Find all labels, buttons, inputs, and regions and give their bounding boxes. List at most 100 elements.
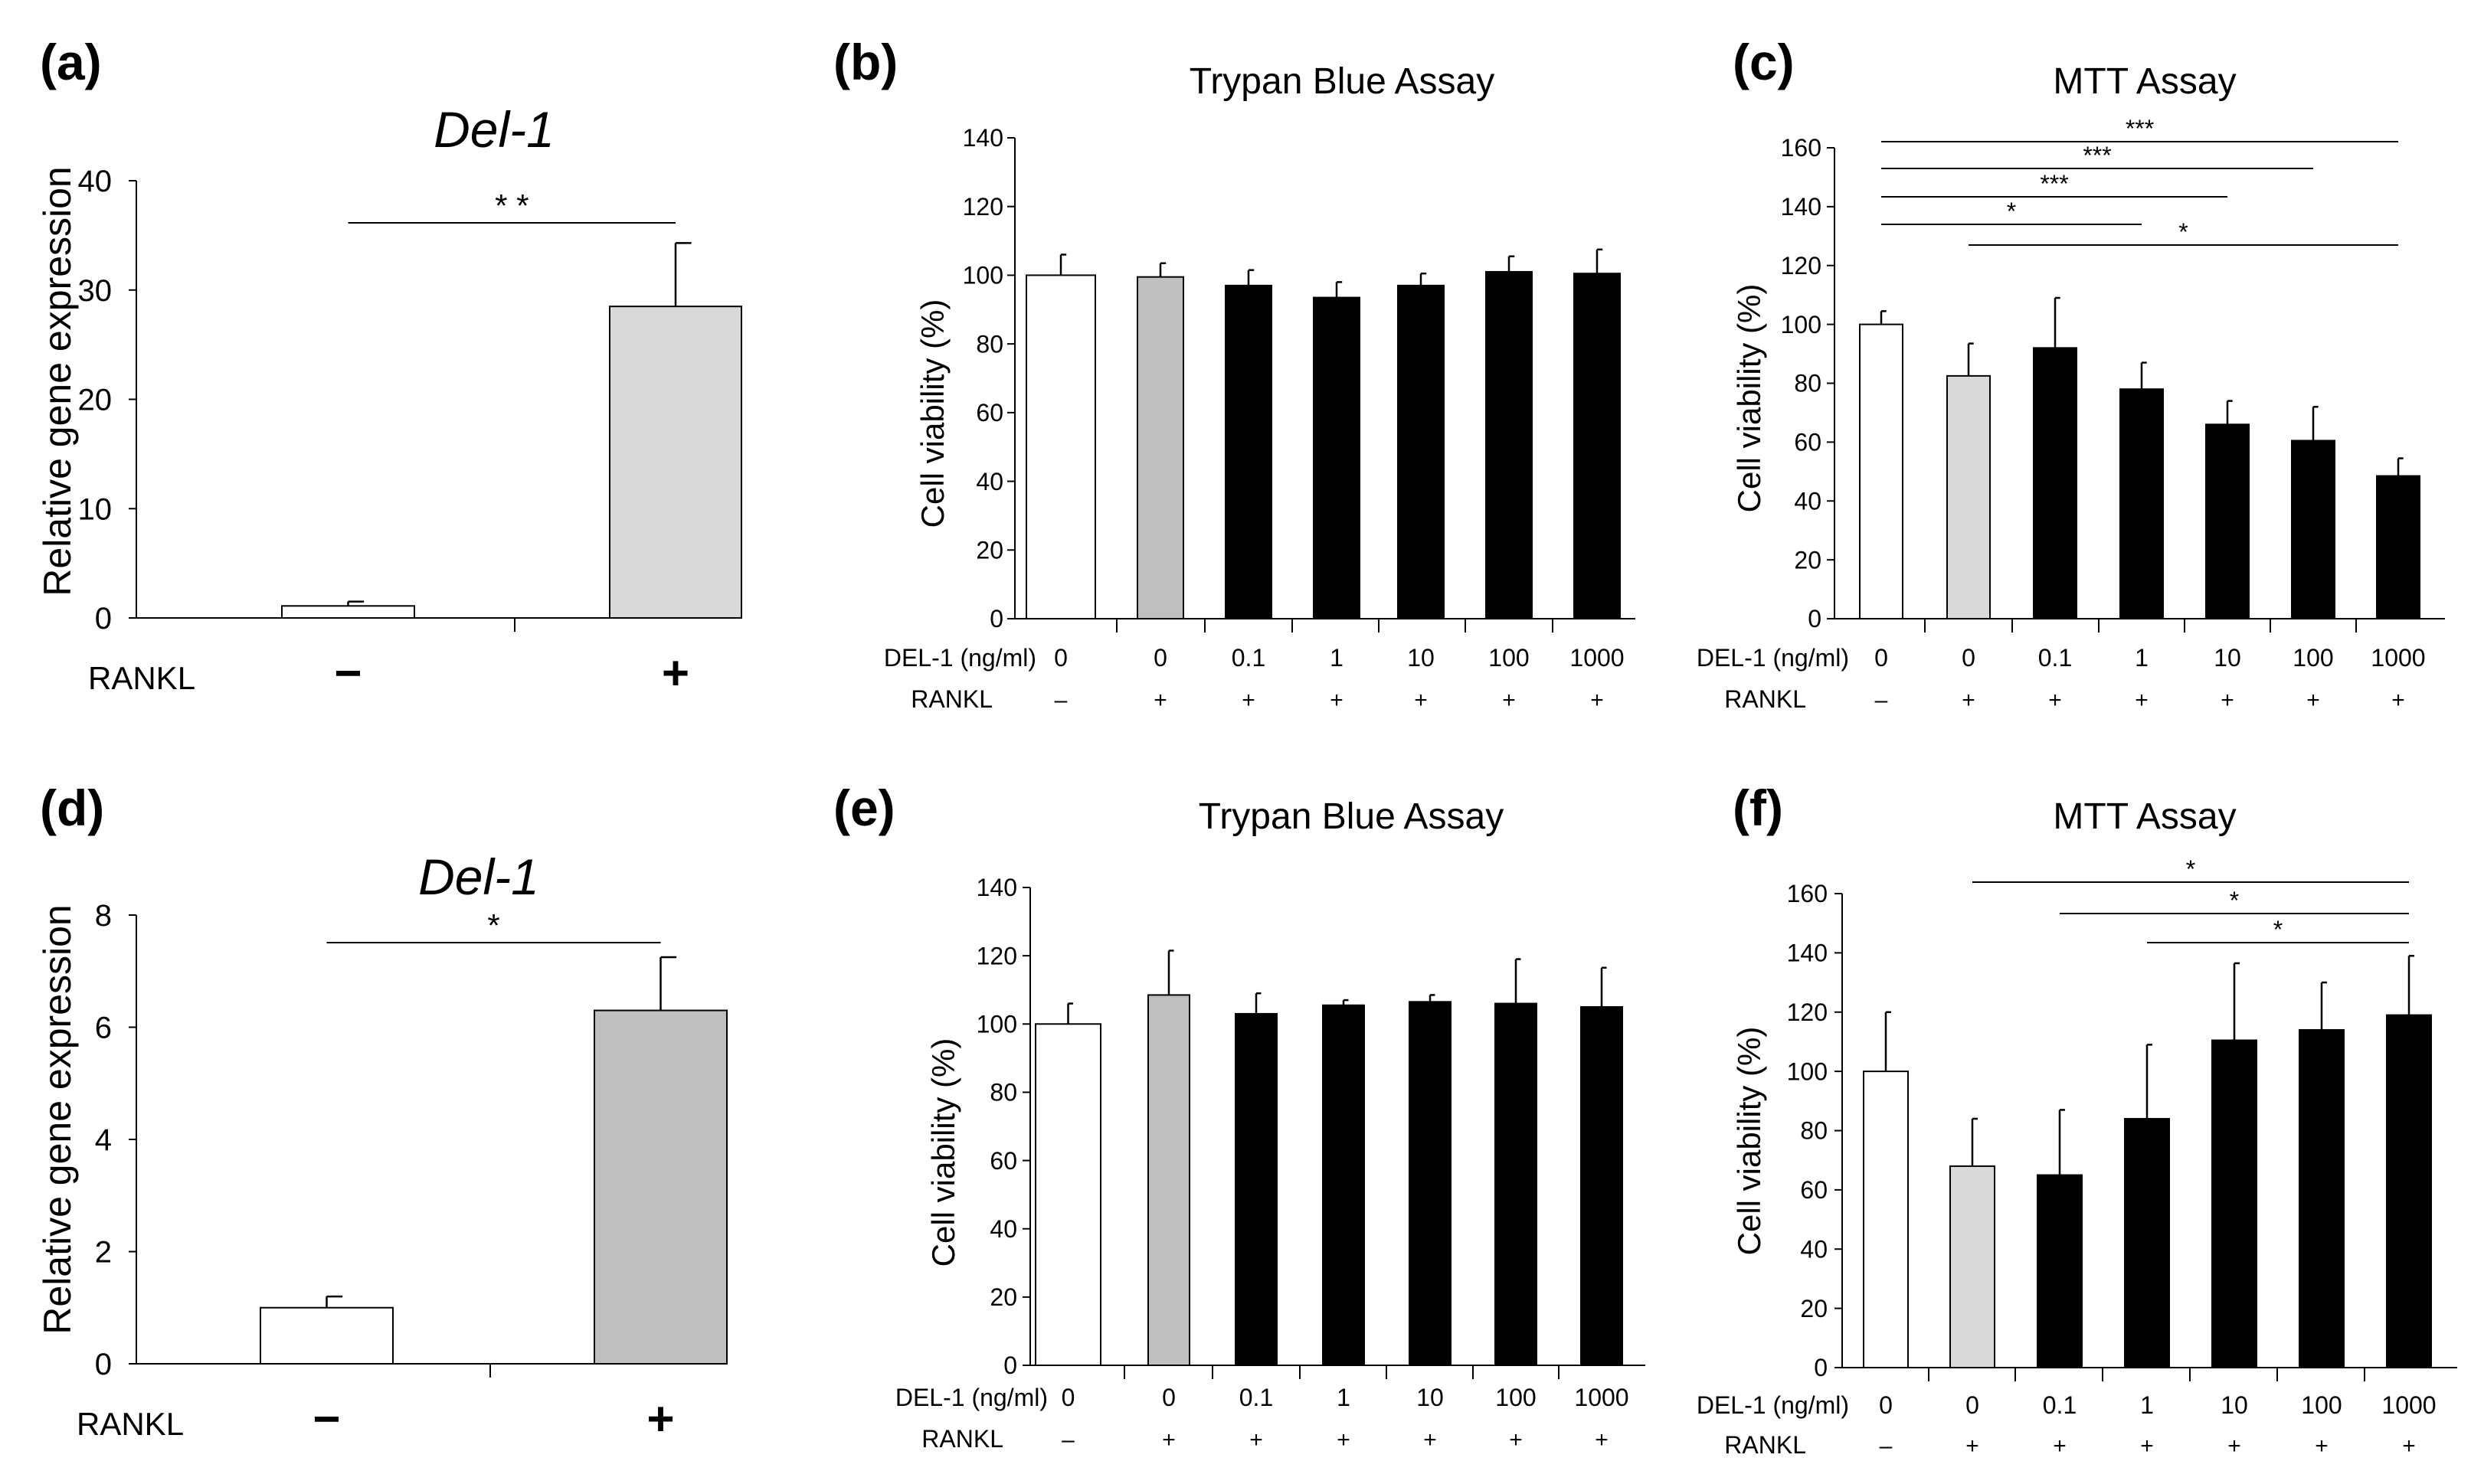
y-tick-label-e: 100 [977,1010,1017,1038]
panel-e: (e) Trypan Blue Assay Cell viability (%)… [833,780,1504,1453]
row-label-e-del1: DEL-1 (ng/ml) [895,1384,1048,1411]
chart-c-plot: 0 20 40 60 80 100 120 140 160 0 – 0 +0.1 +1 +10 +100 +10… [1781,115,2445,713]
category-label-e: – [1062,1427,1075,1453]
chart-title-b: Trypan Blue Assay [1190,61,1494,102]
significance-label-c: *** [2040,170,2068,198]
bar-c [2033,347,2077,619]
chart-a-plot: 0 10 20 30 40 − + * * [78,165,742,700]
row-label-f-del1: DEL-1 (ng/ml) [1697,1391,1849,1419]
bar-e [1235,1012,1278,1367]
category-label-f: – [1880,1433,1893,1459]
y-tick-label-c: 160 [1781,134,1821,162]
chart-f-plot: 0 20 40 60 80 100 120 140 160 0 – 0 +0.1 +1 +10 +100 +10… [1787,855,2457,1459]
y-tick-label-d: 4 [95,1123,112,1157]
y-tick-label-f: 40 [1800,1235,1828,1263]
significance-label-f: * [2230,887,2239,914]
row-label-b-del1: DEL-1 (ng/ml) [884,644,1036,672]
y-tick-label-e: 140 [977,874,1017,901]
bar-a [281,605,415,619]
bar-c [1859,323,1903,619]
category-label-d: + [646,1393,674,1446]
category-label-c: + [2221,688,2234,713]
y-axis-label-f: Cell viability (%) [1731,1027,1767,1256]
category-label-f: + [2140,1433,2154,1459]
chart-e-plot: 0 20 40 60 80 100 120 140 0 – 0 +0.1 +1 +10 +100 +1000 + [977,874,1645,1453]
bar-e [1035,1023,1101,1367]
chart-title-c: MTT Assay [2053,61,2236,102]
y-tick-label-b: 80 [976,330,1003,358]
y-tick-label-b: 0 [990,605,1003,632]
category-label-b: + [1154,688,1167,713]
category-label-e: 100 [1495,1384,1536,1411]
bar-b [1485,270,1533,619]
panel-label-a: (a) [40,34,102,90]
category-label-e: + [1595,1427,1609,1453]
panel-label-e: (e) [833,780,895,836]
category-label-e: + [1162,1427,1176,1453]
bar-f [2211,1039,2257,1369]
bar-c [2291,440,2335,619]
panel-b: (b) Trypan Blue Assay Cell viability (%)… [833,34,1494,713]
bar-b [1225,284,1272,619]
category-label-f: 0.1 [2043,1391,2077,1419]
y-tick-label-f: 80 [1800,1117,1828,1145]
panel-a: (a) Del-1 Relative gene expression RANKL [36,34,555,696]
bar-b [1313,296,1360,619]
bar-f [2037,1174,2083,1368]
category-label-c: 1000 [2371,644,2425,672]
bar-f [2124,1118,2170,1369]
category-label-b: 1000 [1569,644,1624,672]
row-label-d-rankl: RANKL [77,1406,184,1442]
y-tick-label-a: 20 [78,384,113,417]
panel-label-c: (c) [1733,34,1795,90]
bar-b [1137,276,1184,619]
significance-label-d: * [487,907,499,943]
category-label-b: 0 [1154,644,1167,672]
category-label-b: 100 [1488,644,1529,672]
category-label-c: + [2048,688,2062,713]
bar-f [2386,1014,2432,1369]
row-label-c-del1: DEL-1 (ng/ml) [1697,644,1849,672]
panel-f: (f) MTT Assay Cell viability (%) DEL-1 (… [1697,780,2237,1459]
chart-b-plot: 0 20 40 60 80 100 120 140 0 – 0 +0.1 +1 +10 +100 +1000 + [963,124,1635,713]
bar-b [1397,284,1445,619]
y-tick-label-c: 140 [1781,193,1821,221]
y-tick-label-f: 20 [1800,1295,1828,1322]
category-label-f: 1000 [2381,1391,2436,1419]
category-label-e: + [1249,1427,1263,1453]
y-tick-label-c: 100 [1781,311,1821,338]
category-label-e: 1 [1337,1384,1350,1411]
y-tick-label-c: 20 [1794,546,1821,574]
y-tick-label-c: 0 [1808,605,1821,632]
chart-title-e: Trypan Blue Assay [1199,796,1504,837]
category-label-c: + [2306,688,2320,713]
category-label-f: 1 [2140,1391,2154,1419]
y-tick-label-e: 60 [990,1147,1017,1175]
category-label-c: 10 [2214,644,2241,672]
category-label-e: + [1337,1427,1350,1453]
y-tick-label-e: 40 [990,1215,1017,1243]
row-label-f-rankl: RANKL [1724,1431,1806,1459]
category-label-f: + [1965,1433,1979,1459]
category-label-b: + [1590,688,1604,713]
category-label-c: + [2391,688,2405,713]
category-label-f: + [2053,1433,2067,1459]
category-label-c: 1 [2135,644,2149,672]
bar-d [594,1009,728,1365]
y-tick-label-e: 0 [1003,1352,1017,1379]
y-tick-label-b: 120 [963,193,1003,221]
category-label-e: 10 [1416,1384,1444,1411]
category-label-f: 0 [1965,1391,1979,1419]
panel-label-f: (f) [1733,780,1783,836]
chart-title-a: Del-1 [434,101,555,158]
y-tick-label-d: 0 [95,1348,112,1381]
category-label-f: + [2402,1433,2416,1459]
bar-c [2376,475,2420,619]
category-label-e: 1000 [1574,1384,1628,1411]
y-tick-label-f: 120 [1787,999,1828,1026]
category-label-c: 0 [1962,644,1975,672]
bar-b [1573,273,1621,619]
y-tick-label-c: 120 [1781,252,1821,279]
bar-e [1580,1006,1623,1366]
category-label-c: 100 [2293,644,2333,672]
